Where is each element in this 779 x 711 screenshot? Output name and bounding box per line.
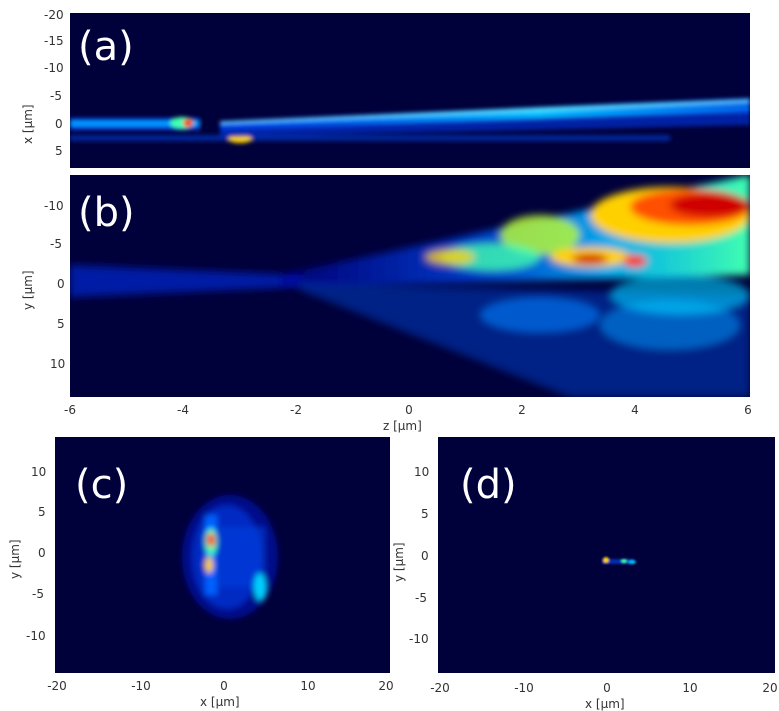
panel-d-letter: (d) [460,462,517,508]
tick-label: 0 [38,546,46,560]
tick-label: 5 [55,144,63,158]
panel-a-map: (a) [70,13,750,168]
panel-c-xlabel: x [μm] [200,695,240,709]
tick-label: 10 [31,465,47,479]
tick-label: -2 [290,403,302,417]
tick-label: 10 [414,465,430,479]
panel-d-xlabel: x [μm] [585,697,625,711]
panel-c-ylabel: y [μm] [8,539,22,579]
tick-label: 6 [744,403,752,417]
panel-a-letter: (a) [78,24,134,70]
tick-label: 20 [762,681,778,695]
tick-label: 4 [631,403,639,417]
tick-label: -10 [131,679,151,693]
tick-label: -6 [64,403,76,417]
tick-label: -10 [26,629,46,643]
panel-c-letter: (c) [75,462,129,508]
tick-label: 2 [518,403,526,417]
tick-label: -5 [415,591,427,605]
panel-b-ylabel: y [μm] [21,270,35,310]
tick-label: -4 [177,403,189,417]
tick-label: -5 [50,237,62,251]
tick-label: 10 [682,681,698,695]
tick-label: 5 [38,505,46,519]
tick-label: -10 [409,632,429,646]
tick-label: -10 [44,61,64,75]
panel-a-ylabel: x [μm] [21,104,35,144]
panel-b-letter: (b) [78,190,135,236]
panel-b-map: (b) [70,175,750,397]
tick-label: 0 [421,549,429,563]
tick-label: 5 [421,507,429,521]
tick-label: 20 [378,679,394,693]
tick-label: 0 [55,117,63,131]
panel-d-intensity-image [602,557,636,564]
panel-d-ylabel: y [μm] [392,542,406,582]
tick-label: 10 [50,357,66,371]
tick-label: -5 [50,89,62,103]
tick-label: 0 [405,403,413,417]
tick-label: 0 [57,277,65,291]
tick-label: -20 [430,681,450,695]
tick-label: -20 [44,8,64,22]
tick-label: -5 [32,587,44,601]
tick-label: 10 [300,679,316,693]
tick-label: -15 [44,34,64,48]
panel-c-intensity-image [182,495,278,619]
tick-label: -10 [44,199,64,213]
panel-c-map: (c) [55,437,390,673]
panel-b-xlabel: z [μm] [383,419,422,433]
tick-label: 5 [57,317,65,331]
tick-label: -10 [514,681,534,695]
tick-label: 0 [220,679,228,693]
tick-label: -20 [47,679,67,693]
panel-b-intensity-image [70,175,750,397]
tick-label: 0 [603,681,611,695]
panel-a-intensity-image [70,98,750,143]
panel-d-map: (d) [438,437,775,673]
